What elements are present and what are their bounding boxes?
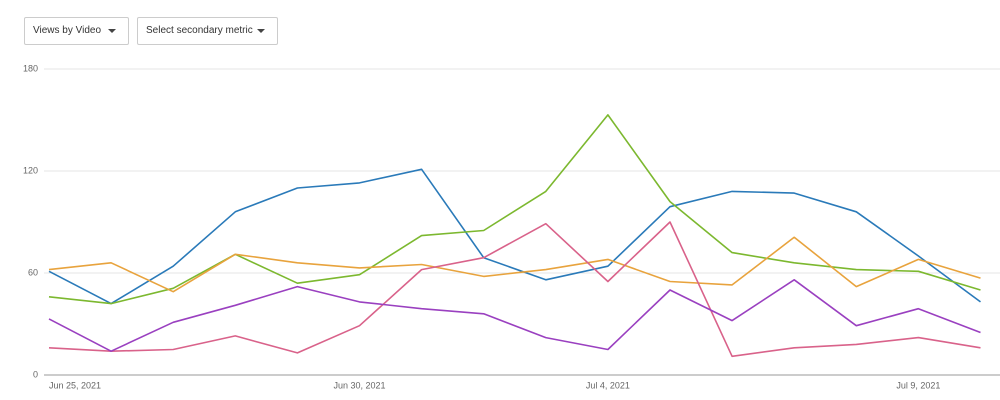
dropdown-label: Views by Video: [33, 25, 102, 36]
series-line: [48, 236, 981, 293]
y-tick-label: 60: [28, 267, 38, 277]
dropdown-arrow: [108, 29, 116, 33]
series-line: [48, 168, 981, 305]
series-line: [48, 221, 981, 358]
secondary-dropdown[interactable]: Select secondary metric: [137, 17, 278, 45]
y-tick-label: 180: [23, 63, 38, 73]
x-tick-label: Jul 9, 2021: [896, 380, 940, 390]
series-line: [48, 114, 981, 305]
dropdown-label: Select secondary metric: [146, 25, 253, 36]
x-tick-label: Jun 25, 2021: [49, 380, 101, 390]
series-line: [48, 278, 981, 353]
primary-dropdown[interactable]: Views by Video: [24, 17, 129, 45]
y-tick-label: 0: [33, 369, 38, 379]
x-tick-label: Jun 30, 2021: [333, 380, 385, 390]
x-tick-label: Jul 4, 2021: [586, 380, 630, 390]
y-tick-label: 120: [23, 165, 38, 175]
dropdown-arrow: [257, 29, 265, 33]
